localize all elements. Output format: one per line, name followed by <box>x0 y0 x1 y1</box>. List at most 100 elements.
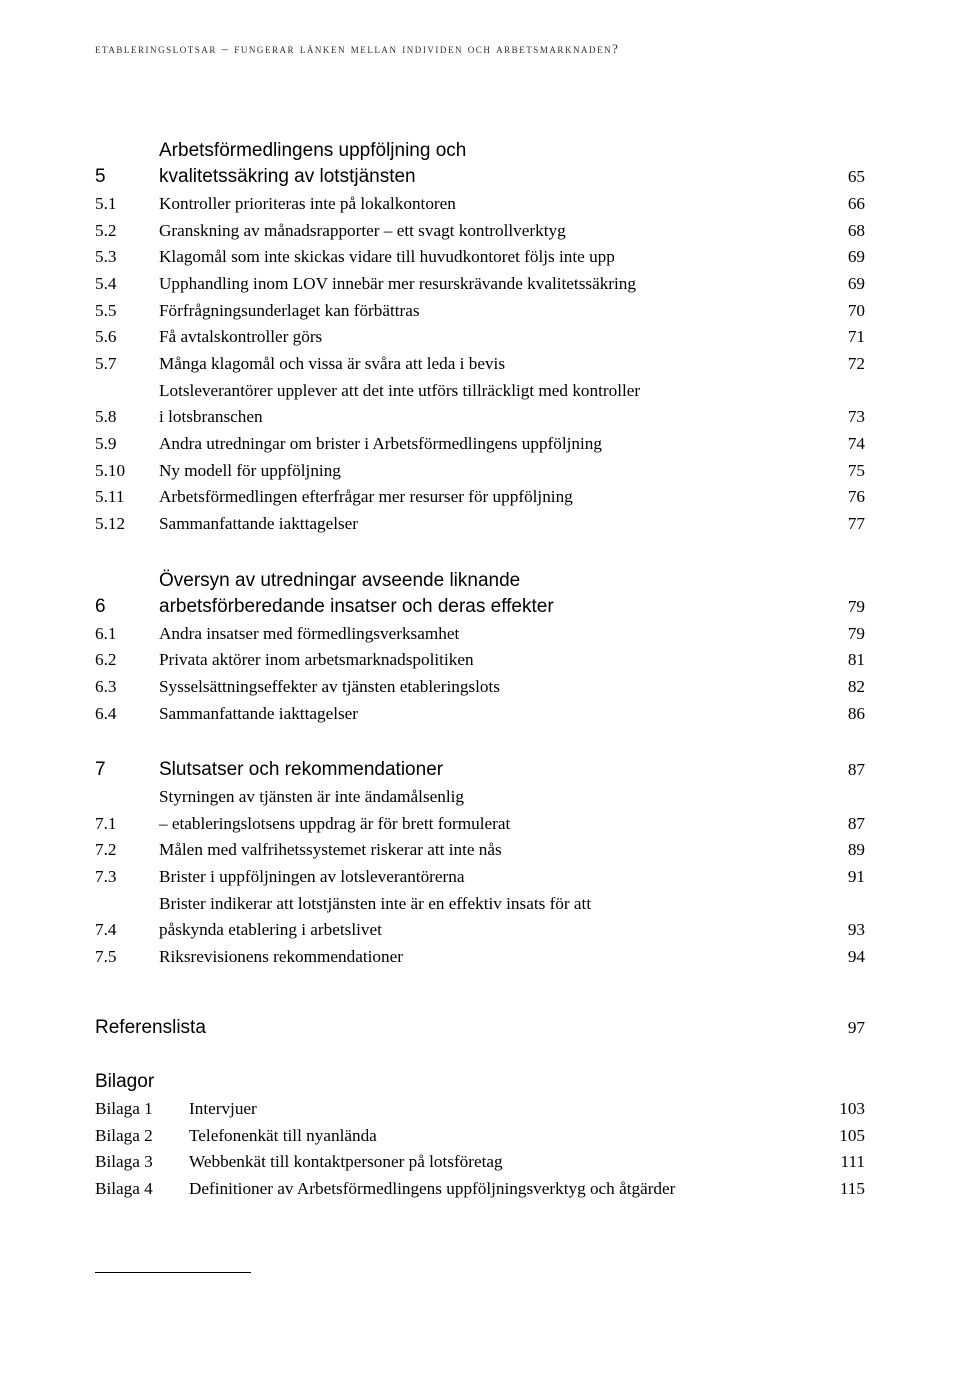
toc-page: 73 <box>825 404 865 431</box>
toc-bilaga-title: Definitioner av Arbetsförmedlingens uppf… <box>189 1176 825 1203</box>
toc-sub-number: 5.1 <box>95 191 159 218</box>
toc-bilaga-title: Webbenkät till kontaktpersoner på lotsfö… <box>189 1149 825 1176</box>
toc-sub-number: 7.1 <box>95 811 159 838</box>
toc-chapter-row: 7Slutsatser och rekommendationer87 <box>95 757 865 784</box>
toc-sub-row: 5.12Sammanfattande iakttagelser77 <box>95 511 865 538</box>
toc-sub-title: Styrningen av tjänsten är inte ändamålse… <box>159 784 825 837</box>
toc-chapter-row: 6Översyn av utredningar avseende liknand… <box>95 568 865 621</box>
toc-chapter-row: 5Arbetsförmedlingens uppföljning ochkval… <box>95 138 865 191</box>
toc-sub-row: 7.5Riksrevisionens rekommendationer94 <box>95 944 865 971</box>
toc-page: 66 <box>825 191 865 218</box>
toc-sub-title: Få avtalskontroller görs <box>159 324 825 351</box>
toc-page: 68 <box>825 218 865 245</box>
toc-page: 86 <box>825 701 865 728</box>
toc-page: 97 <box>825 1015 865 1042</box>
footer-rule <box>95 1272 251 1273</box>
toc-bilaga-row: Bilaga 1Intervjuer103 <box>95 1096 865 1123</box>
toc-bilaga-row: Bilaga 4Definitioner av Arbetsförmedling… <box>95 1176 865 1203</box>
toc-sub-title: Andra insatser med förmedlingsverksamhet <box>159 621 825 648</box>
toc-page: 71 <box>825 324 865 351</box>
toc-bilaga-number: Bilaga 2 <box>95 1123 189 1150</box>
toc-sub-title: Ny modell för uppföljning <box>159 458 825 485</box>
toc-sub-number: 5.10 <box>95 458 159 485</box>
toc-sub-row: 6.1Andra insatser med förmedlingsverksam… <box>95 621 865 648</box>
toc-sub-number: 5.12 <box>95 511 159 538</box>
toc-sub-title: Sammanfattande iakttagelser <box>159 511 825 538</box>
toc-page: 82 <box>825 674 865 701</box>
toc-page: 87 <box>825 757 865 784</box>
toc-page: 93 <box>825 917 865 944</box>
toc-sub-number: 7.2 <box>95 837 159 864</box>
toc-sub-title: Många klagomål och vissa är svåra att le… <box>159 351 825 378</box>
toc-sub-title: Riksrevisionens rekommendationer <box>159 944 825 971</box>
toc-chapter-number: 7 <box>95 757 159 784</box>
toc-sub-title: Sammanfattande iakttagelser <box>159 701 825 728</box>
toc-sub-row: 7.2Målen med valfrihetssystemet riskerar… <box>95 837 865 864</box>
toc-sub-number: 5.9 <box>95 431 159 458</box>
toc-sub-number: 7.5 <box>95 944 159 971</box>
toc-sub-row: 5.11Arbetsförmedlingen efterfrågar mer r… <box>95 484 865 511</box>
toc-sub-row: 5.9Andra utredningar om brister i Arbets… <box>95 431 865 458</box>
toc-sub-number: 5.2 <box>95 218 159 245</box>
toc-page: 65 <box>825 164 865 191</box>
toc-page: 87 <box>825 811 865 838</box>
toc-sub-number: 7.4 <box>95 917 159 944</box>
toc-sub-title: Arbetsförmedlingen efterfrågar mer resur… <box>159 484 825 511</box>
toc-bilaga-number: Bilaga 1 <box>95 1096 189 1123</box>
toc-sub-row: 5.3Klagomål som inte skickas vidare till… <box>95 244 865 271</box>
toc-bilaga-number: Bilaga 3 <box>95 1149 189 1176</box>
toc-references-row: Referenslista97 <box>95 1015 865 1042</box>
toc-page: 75 <box>825 458 865 485</box>
toc-bilagor-heading: Bilagor <box>95 1069 825 1096</box>
toc-sub-title: Lotsleverantörer upplever att det inte u… <box>159 378 825 431</box>
toc-sub-row: 7.4Brister indikerar att lotstjänsten in… <box>95 891 865 944</box>
toc-sub-title: Målen med valfrihetssystemet riskerar at… <box>159 837 825 864</box>
toc-page: 81 <box>825 647 865 674</box>
toc-chapter-number: 6 <box>95 594 159 621</box>
toc-sub-title: Brister indikerar att lotstjänsten inte … <box>159 891 825 944</box>
toc-sub-row: 5.1Kontroller prioriteras inte på lokalk… <box>95 191 865 218</box>
toc-sub-row: 7.3Brister i uppföljningen av lotslevera… <box>95 864 865 891</box>
running-head: etableringslotsar – fungerar länken mell… <box>95 40 865 60</box>
toc-sub-number: 5.7 <box>95 351 159 378</box>
toc-references-title: Referenslista <box>95 1015 825 1042</box>
toc-page: 69 <box>825 244 865 271</box>
toc-sub-title: Upphandling inom LOV innebär mer resursk… <box>159 271 825 298</box>
toc-page: 69 <box>825 271 865 298</box>
toc-sub-number: 6.1 <box>95 621 159 648</box>
toc-sub-row: 5.6Få avtalskontroller görs71 <box>95 324 865 351</box>
toc-page: 94 <box>825 944 865 971</box>
toc-chapter-title: Översyn av utredningar avseende liknande… <box>159 568 825 621</box>
toc-bilaga-row: Bilaga 3Webbenkät till kontaktpersoner p… <box>95 1149 865 1176</box>
toc-sub-number: 7.3 <box>95 864 159 891</box>
toc-page: 111 <box>825 1149 865 1176</box>
toc-sub-title: Kontroller prioriteras inte på lokalkont… <box>159 191 825 218</box>
toc-sub-title: Brister i uppföljningen av lotsleverantö… <box>159 864 825 891</box>
toc-page: 91 <box>825 864 865 891</box>
toc-sub-number: 6.4 <box>95 701 159 728</box>
toc-chapter-number: 5 <box>95 164 159 191</box>
toc-sub-row: 6.4Sammanfattande iakttagelser86 <box>95 701 865 728</box>
toc-sub-row: 5.5Förfrågningsunderlaget kan förbättras… <box>95 298 865 325</box>
toc-sub-row: 6.2Privata aktörer inom arbetsmarknadspo… <box>95 647 865 674</box>
toc-sub-number: 5.11 <box>95 484 159 511</box>
toc-bilaga-title: Telefonenkät till nyanlända <box>189 1123 825 1150</box>
toc-bilaga-title: Intervjuer <box>189 1096 825 1123</box>
toc-sub-title: Andra utredningar om brister i Arbetsför… <box>159 431 825 458</box>
toc-page: 103 <box>825 1096 865 1123</box>
toc-chapter-title: Slutsatser och rekommendationer <box>159 757 825 784</box>
toc-sub-row: 6.3Sysselsättningseffekter av tjänsten e… <box>95 674 865 701</box>
toc-page: 115 <box>825 1176 865 1203</box>
toc-sub-number: 5.6 <box>95 324 159 351</box>
toc-bilaga-row: Bilaga 2Telefonenkät till nyanlända105 <box>95 1123 865 1150</box>
toc-sub-number: 6.2 <box>95 647 159 674</box>
toc-chapter-title: Arbetsförmedlingens uppföljning ochkvali… <box>159 138 825 191</box>
toc-bilaga-number: Bilaga 4 <box>95 1176 189 1203</box>
toc-page: 77 <box>825 511 865 538</box>
toc-sub-number: 5.8 <box>95 404 159 431</box>
toc-page: 105 <box>825 1123 865 1150</box>
toc-page: 79 <box>825 594 865 621</box>
toc-sub-title: Privata aktörer inom arbetsmarknadspolit… <box>159 647 825 674</box>
toc-sub-number: 6.3 <box>95 674 159 701</box>
toc-sub-row: 5.4Upphandling inom LOV innebär mer resu… <box>95 271 865 298</box>
